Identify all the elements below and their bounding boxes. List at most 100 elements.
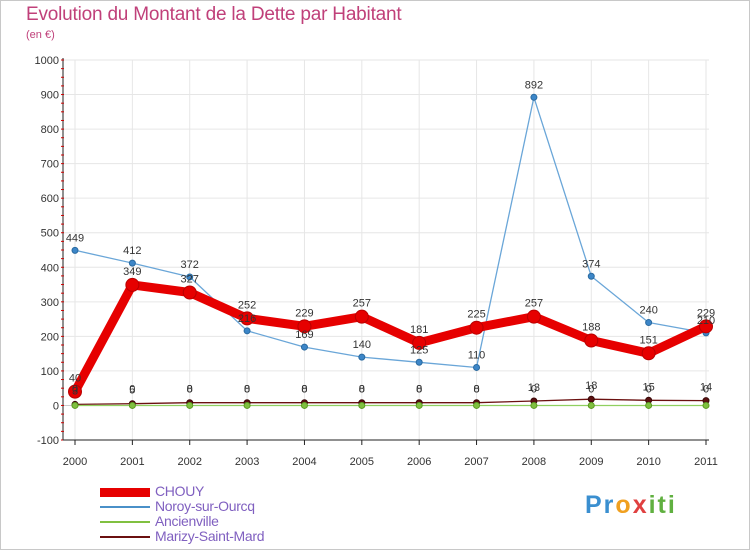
data-point-chouy: [526, 309, 541, 324]
legend-item-marizy[interactable]: Marizy-Saint-Mard: [100, 528, 360, 544]
data-label-ancienville: 0: [129, 383, 135, 395]
y-tick-label: 100: [41, 366, 59, 378]
data-label-chouy: 257: [525, 298, 543, 310]
data-label-chouy: 181: [410, 324, 428, 336]
series-line-chouy: [70, 280, 711, 397]
data-point-chouy: [584, 333, 599, 348]
legend-swatch-marizy: [100, 536, 150, 538]
legend-item-noroy[interactable]: Noroy-sur-Ourcq: [100, 498, 360, 514]
logo-part-1: Pr: [585, 491, 616, 519]
data-label-marizy: 8: [359, 384, 365, 396]
data-label-chouy: 327: [181, 273, 199, 285]
data-point-ancienville: [71, 401, 79, 409]
data-point-noroy: [473, 363, 481, 371]
data-point-noroy: [128, 259, 136, 267]
legend-item-ancienville[interactable]: Ancienville: [100, 513, 360, 529]
data-point-ancienville: [186, 401, 194, 409]
data-label-chouy: 229: [697, 307, 715, 319]
data-label-noroy: 412: [123, 245, 141, 257]
y-tick-label: 0: [53, 400, 59, 412]
y-tick-label: -100: [37, 435, 59, 447]
series-line-noroy: [74, 96, 707, 369]
legend-label-ancienville: Ancienville: [155, 513, 219, 529]
chart-title: Evolution du Montant de la Dette par Hab…: [26, 4, 402, 25]
line-chart: -100010020030040050060070080090010002000…: [35, 55, 718, 468]
y-tick-label: 400: [41, 262, 59, 274]
x-tick-label: 2007: [464, 456, 488, 468]
x-tick-label: 2009: [579, 456, 603, 468]
y-tick-label: 700: [41, 159, 59, 171]
data-label-marizy: 8: [473, 384, 479, 396]
data-label-noroy: 372: [181, 259, 199, 271]
data-point-chouy: [182, 285, 197, 300]
legend-label-noroy: Noroy-sur-Ourcq: [155, 498, 255, 514]
data-point-noroy: [645, 319, 653, 327]
data-point-ancienville: [128, 401, 136, 409]
x-tick-label: 2008: [522, 456, 546, 468]
legend-label-chouy: CHOUY: [155, 483, 205, 499]
data-point-ancienville: [415, 401, 423, 409]
x-tick-label: 2003: [235, 456, 259, 468]
data-label-ancienville: 0: [646, 383, 652, 395]
data-label-noroy: 240: [639, 305, 657, 317]
data-label-marizy: 15: [643, 381, 655, 393]
data-label-marizy: 5: [129, 385, 135, 397]
data-label-marizy: 8: [416, 384, 422, 396]
data-point-noroy: [243, 327, 251, 335]
plot-area: [63, 60, 709, 440]
data-point-noroy: [71, 246, 79, 254]
data-label-ancienville: 0: [416, 383, 422, 395]
legend-label-marizy: Marizy-Saint-Mard: [155, 528, 265, 544]
data-label-chouy: 229: [295, 307, 313, 319]
y-tick-label: 1000: [35, 55, 59, 67]
data-label-marizy: 8: [301, 384, 307, 396]
data-point-ancienville: [473, 401, 481, 409]
data-point-noroy: [587, 272, 595, 280]
legend-swatch-noroy: [100, 506, 150, 508]
data-point-noroy: [186, 273, 194, 281]
data-point-ancienville: [300, 401, 308, 409]
x-tick-label: 2000: [63, 456, 87, 468]
data-point-chouy: [297, 319, 312, 334]
data-label-chouy: 252: [238, 299, 256, 311]
data-label-chouy: 40: [69, 373, 81, 385]
data-label-ancienville: 0: [588, 383, 594, 395]
data-label-marizy: 18: [585, 380, 597, 392]
data-point-marizy: [587, 395, 595, 403]
data-point-noroy: [530, 93, 538, 101]
chart-subtitle: (en €): [26, 29, 55, 41]
x-tick-label: 2004: [292, 456, 316, 468]
data-point-chouy: [240, 311, 255, 326]
data-point-ancienville: [358, 401, 366, 409]
data-label-noroy: 210: [697, 315, 715, 327]
data-point-noroy: [358, 353, 366, 361]
logo-part-3: x: [632, 491, 649, 519]
logo-part-2: o: [615, 491, 633, 519]
data-point-chouy: [469, 320, 484, 335]
legend-item-chouy[interactable]: CHOUY: [100, 483, 360, 499]
data-label-noroy: 110: [468, 349, 486, 361]
data-point-noroy: [300, 343, 308, 351]
data-label-marizy: 8: [244, 384, 250, 396]
x-tick-label: 2011: [694, 456, 718, 468]
data-label-chouy: 188: [582, 322, 600, 334]
logo-part-4: iti: [648, 491, 677, 519]
data-point-chouy: [641, 346, 656, 361]
legend-swatch-chouy: [100, 488, 150, 497]
data-label-ancienville: 0: [473, 383, 479, 395]
data-label-ancienville: 0: [187, 383, 193, 395]
data-label-chouy: 349: [123, 266, 141, 278]
data-point-chouy: [699, 319, 713, 334]
data-label-noroy: 216: [238, 313, 256, 325]
data-label-noroy: 374: [582, 258, 600, 270]
y-tick-label: 300: [41, 297, 59, 309]
data-label-marizy: 14: [700, 382, 712, 394]
x-tick-label: 2006: [407, 456, 431, 468]
y-tick-label: 800: [41, 124, 59, 136]
legend-swatch-ancienville: [100, 521, 150, 523]
data-label-noroy: 892: [525, 79, 543, 91]
data-point-chouy: [125, 277, 140, 292]
data-label-ancienville: 0: [301, 383, 307, 395]
data-label-chouy: 257: [353, 298, 371, 310]
data-point-ancienville: [243, 401, 251, 409]
